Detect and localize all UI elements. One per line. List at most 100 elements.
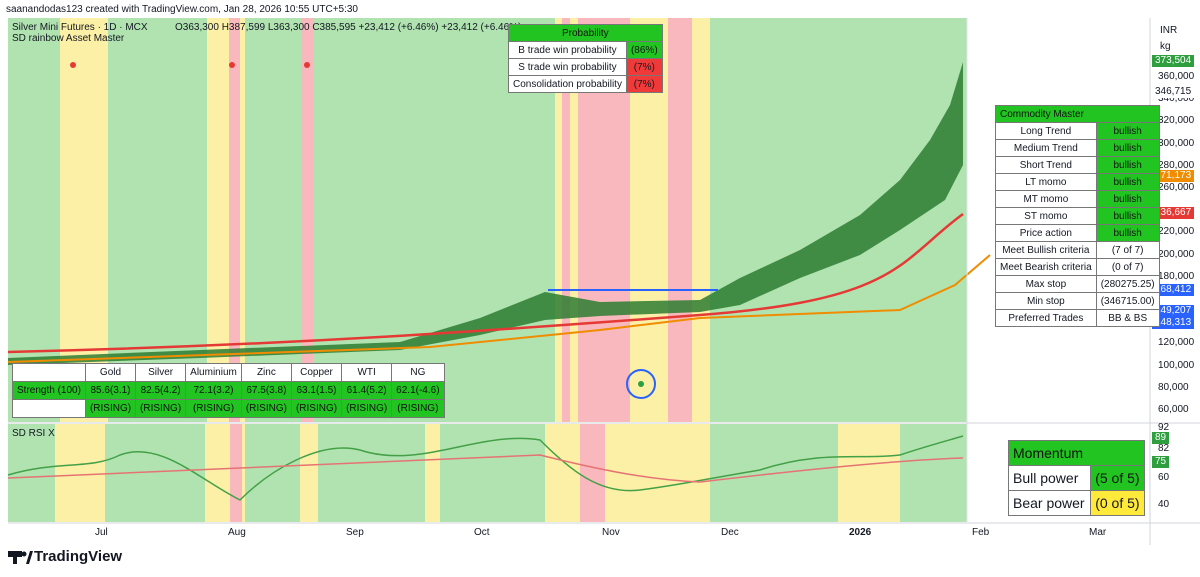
price-badge: 168,412 bbox=[1152, 284, 1195, 296]
cell: bullish bbox=[1095, 122, 1160, 140]
cell: MT momo bbox=[995, 190, 1097, 208]
row: Medium Trend bullish bbox=[995, 139, 1160, 157]
time-label: Sep bbox=[346, 527, 364, 538]
cell: Preferred Trades bbox=[995, 309, 1097, 327]
cell: BB & BS bbox=[1095, 309, 1160, 327]
cell: (280275.25) bbox=[1095, 275, 1160, 293]
commodity-table: Commodity Master Long Trend bullish Medium … bbox=[995, 105, 1160, 327]
price-tick: 60,000 bbox=[1158, 404, 1189, 415]
legend-indicator: SD rainbow Asset Master bbox=[12, 33, 125, 44]
price-tick: 200,000 bbox=[1158, 249, 1195, 260]
cell bbox=[12, 363, 86, 382]
rsi-badge: 89 bbox=[1152, 432, 1170, 444]
price-badge: 236,667 bbox=[1152, 207, 1195, 219]
row: S trade win probability (7%) bbox=[508, 58, 663, 76]
cell: 63.1(1.5) bbox=[290, 381, 343, 400]
cell: ST momo bbox=[995, 207, 1097, 225]
cell: bullish bbox=[1095, 156, 1160, 174]
cell: S trade win probability bbox=[508, 58, 627, 76]
brand: TradingView bbox=[34, 548, 123, 565]
legend-ohlc: O363,300 H387,599 L363,300 C385,595 +23,… bbox=[175, 22, 522, 33]
cell: WTI bbox=[341, 363, 393, 382]
cell: bullish bbox=[1095, 190, 1160, 208]
rsi-tick: 82 bbox=[1158, 443, 1170, 454]
price-tick: 300,000 bbox=[1158, 138, 1195, 149]
cell: Probability bbox=[508, 24, 663, 42]
cell: (RISING) bbox=[240, 399, 292, 418]
cell: Gold bbox=[84, 363, 137, 382]
price-tick: 220,000 bbox=[1158, 226, 1195, 237]
price-tick: 100,000 bbox=[1158, 360, 1195, 371]
cell: Momentum bbox=[1008, 440, 1145, 466]
row: Max stop (280275.25) bbox=[995, 275, 1160, 293]
row: LT momo bullish bbox=[995, 173, 1160, 191]
row: Momentum bbox=[1008, 440, 1145, 466]
price-badge: 148,313 bbox=[1152, 317, 1195, 329]
rsi-badge: 75 bbox=[1152, 456, 1170, 468]
cell: 62.1(-4.6) bbox=[391, 381, 445, 400]
cell: (5 of 5) bbox=[1089, 465, 1146, 491]
cell: Meet Bearish criteria bbox=[995, 258, 1097, 276]
cell: Long Trend bbox=[995, 122, 1097, 140]
price-badge: 346,715 bbox=[1152, 86, 1195, 98]
cell: 61.4(5.2) bbox=[341, 381, 393, 400]
cell: bullish bbox=[1095, 139, 1160, 157]
time-label: Aug bbox=[228, 527, 246, 538]
cell: (RISING) bbox=[391, 399, 445, 418]
cell: bullish bbox=[1095, 173, 1160, 191]
cell: Medium Trend bbox=[995, 139, 1097, 157]
rsi-tick: 40 bbox=[1158, 499, 1170, 510]
cell: Max stop bbox=[995, 275, 1097, 293]
cell: Price action bbox=[995, 224, 1097, 242]
price-tick: 180,000 bbox=[1158, 271, 1195, 282]
price-tick: 360,000 bbox=[1158, 71, 1195, 82]
price-tick: 280,000 bbox=[1158, 160, 1195, 171]
row: Bear power (0 of 5) bbox=[1008, 490, 1146, 516]
price-tick: 120,000 bbox=[1158, 337, 1195, 348]
legend-symbol: Silver Mini Futures · 1D · MCX bbox=[12, 22, 148, 33]
cell: (RISING) bbox=[290, 399, 343, 418]
cell: (86%) bbox=[625, 41, 663, 59]
cell: (0 of 7) bbox=[1095, 258, 1160, 276]
strength-table: Gold Silver Aluminium Zinc Copper WTI NG Streng… bbox=[12, 363, 445, 418]
row: Gold Silver Aluminium Zinc Copper WTI NG bbox=[12, 363, 445, 382]
row: Min stop (346715.00) bbox=[995, 292, 1160, 310]
row: (RISING) (RISING) (RISING) (RISING) (RISING)… bbox=[12, 399, 445, 418]
cell: 67.5(3.8) bbox=[240, 381, 292, 400]
cell: Bear power bbox=[1008, 490, 1091, 516]
cell: (RISING) bbox=[135, 399, 187, 418]
rsi-pane bbox=[8, 424, 967, 522]
price-badge: 149,207 bbox=[1152, 305, 1195, 317]
time-label: Dec bbox=[721, 527, 739, 538]
row: Meet Bearish criteria (0 of 7) bbox=[995, 258, 1160, 276]
cell: NG bbox=[391, 363, 445, 382]
unit: kg bbox=[1160, 41, 1171, 52]
row: Bull power (5 of 5) bbox=[1008, 465, 1146, 491]
cell: Copper bbox=[290, 363, 343, 382]
row: Long Trend bullish bbox=[995, 122, 1160, 140]
price-decoration bbox=[7, 62, 991, 501]
tradingview-logo bbox=[8, 551, 33, 564]
cell: (RISING) bbox=[185, 399, 242, 418]
cell: 85.6(3.1) bbox=[84, 381, 137, 400]
price-badge: 271,173 bbox=[1152, 170, 1195, 182]
row: Preferred Trades BB & BS bbox=[995, 309, 1160, 327]
price-tick: 320,000 bbox=[1158, 115, 1195, 126]
cell: (7%) bbox=[625, 75, 663, 93]
cell: (346715.00) bbox=[1095, 292, 1160, 310]
cell: bullish bbox=[1095, 207, 1160, 225]
cell: bullish bbox=[1095, 224, 1160, 242]
time-label: Nov bbox=[602, 527, 620, 538]
row: Consolidation probability (7%) bbox=[508, 75, 663, 93]
time-label: 2026 bbox=[849, 527, 872, 538]
time-label: Mar bbox=[1089, 527, 1107, 538]
price-tick: 340,000 bbox=[1158, 93, 1195, 104]
row: Probability bbox=[508, 24, 663, 42]
row: B trade win probability (86%) bbox=[508, 41, 663, 59]
cell: Bull power bbox=[1008, 465, 1091, 491]
cell: (7 of 7) bbox=[1095, 241, 1160, 259]
caption: saanandodas123 created with TradingView.… bbox=[6, 4, 358, 15]
main-pane bbox=[8, 18, 967, 422]
cell: Zinc bbox=[240, 363, 292, 382]
